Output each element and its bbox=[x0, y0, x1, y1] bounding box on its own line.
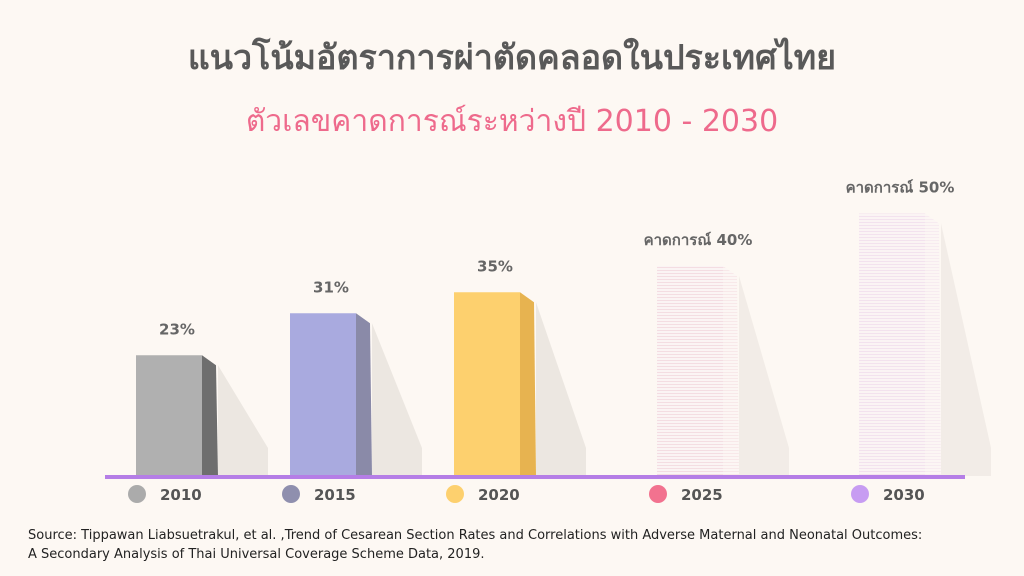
source-line-1: Source: Tippawan Liabsuetrakul, et al. ,… bbox=[28, 528, 923, 543]
bars-layer bbox=[136, 213, 991, 476]
legend-dot-2010 bbox=[128, 485, 146, 503]
legend-dot-2030 bbox=[851, 485, 869, 503]
x-tick-label-2015: 2015 bbox=[314, 486, 356, 504]
legend-dot-2020 bbox=[446, 485, 464, 503]
bar-front-2010 bbox=[136, 355, 202, 476]
data-label-2010: 23% bbox=[159, 320, 195, 338]
bar-2030 bbox=[859, 213, 991, 476]
source-citation: Source: Tippawan Liabsuetrakul, et al. ,… bbox=[28, 526, 1008, 564]
bar-shadow-2030 bbox=[941, 223, 991, 476]
source-line-2: A Secondary Analysis of Thai Universal C… bbox=[28, 547, 485, 562]
bar-shadow-2015 bbox=[372, 323, 422, 476]
bar-front-2025 bbox=[657, 266, 723, 476]
legend-dot-2025 bbox=[649, 485, 667, 503]
bar-2025 bbox=[657, 266, 789, 476]
bar-shadow-2020 bbox=[536, 302, 586, 476]
data-label-2020: 35% bbox=[477, 257, 513, 275]
labels-layer: 23% 2010 31% 2015 35% 2020 คาดการณ์ 40% 2025 คาด… bbox=[128, 179, 955, 504]
x-tick-label-2010: 2010 bbox=[160, 486, 202, 504]
x-tick-label-2025: 2025 bbox=[681, 486, 723, 504]
legend-dot-2015 bbox=[282, 485, 300, 503]
bar-2015 bbox=[290, 313, 422, 476]
chart-subtitle: ตัวเลขคาดการณ์ระหว่างปี 2010 - 2030 bbox=[245, 104, 779, 139]
bar-side-2015 bbox=[356, 313, 372, 476]
bar-2020 bbox=[454, 292, 586, 476]
chart-title: แนวโน้มอัตราการผ่าตัดคลอดในประเทศไทย bbox=[187, 38, 837, 78]
bar-side-2030 bbox=[925, 213, 941, 476]
bar-front-2030 bbox=[859, 213, 925, 476]
x-tick-label-2030: 2030 bbox=[883, 486, 925, 504]
data-label-2025: คาดการณ์ 40% bbox=[644, 231, 753, 249]
bar-side-2010 bbox=[202, 355, 218, 476]
bar-2010 bbox=[136, 355, 268, 476]
data-label-2015: 31% bbox=[313, 278, 349, 296]
bar-shadow-2025 bbox=[739, 276, 789, 476]
bar-side-2025 bbox=[723, 266, 739, 476]
x-tick-label-2020: 2020 bbox=[478, 486, 520, 504]
bar-front-2015 bbox=[290, 313, 356, 476]
bar-shadow-2010 bbox=[218, 365, 268, 476]
bar-front-2020 bbox=[454, 292, 520, 476]
data-label-2030: คาดการณ์ 50% bbox=[846, 179, 955, 197]
bar-side-2020 bbox=[520, 292, 536, 476]
